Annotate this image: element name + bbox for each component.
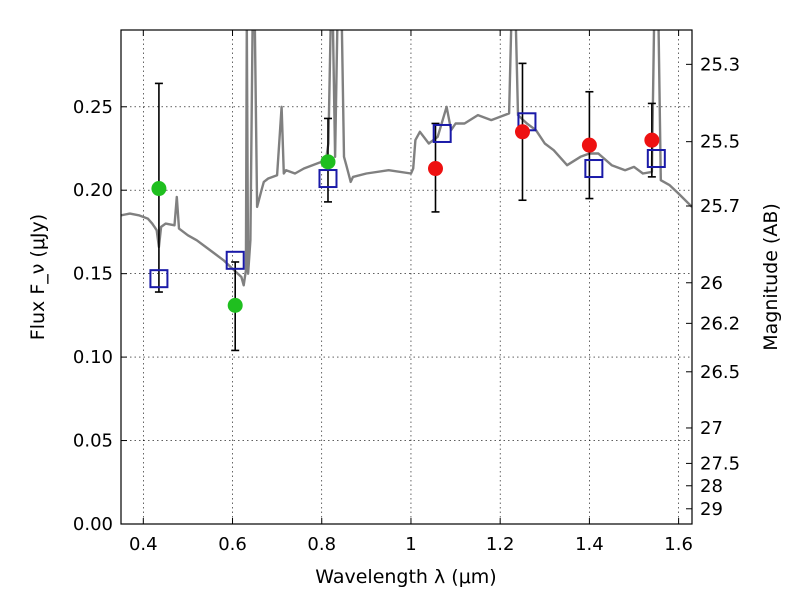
model-photometry-square [584, 159, 604, 179]
spectrum-layer [121, 30, 692, 287]
y2-axis-label: Magnitude (AB) [760, 203, 782, 351]
x-tick-label: 0.4 [129, 534, 158, 555]
observed-optical-point [227, 297, 243, 313]
y-tick-label: 0.10 [73, 347, 113, 368]
model-photometry-square [149, 269, 169, 289]
y-tick-label: 0.00 [73, 514, 113, 535]
x-tick-label: 1 [405, 534, 416, 555]
model-photometry-square [646, 149, 666, 169]
y-tick-label: 0.15 [73, 264, 113, 285]
y-tick-label: 0.20 [73, 180, 113, 201]
observed-nir-point [514, 124, 530, 140]
y2-tick-label: 25.7 [700, 196, 740, 217]
model-photometry-square [432, 123, 452, 143]
y2-tick-label: 26 [700, 273, 723, 294]
observed-nir-point [581, 137, 597, 153]
x-tick-label: 1.4 [575, 534, 604, 555]
y2-tick-label: 25.5 [700, 132, 740, 153]
observed-nir-point [644, 132, 660, 148]
y2-tick-label: 27 [700, 418, 723, 439]
marker-layer [149, 112, 666, 313]
y2-tick-label: 26.2 [700, 313, 740, 334]
x-tick-label: 0.8 [307, 534, 336, 555]
x-tick-label: 1.6 [664, 534, 693, 555]
model-photometry-square [225, 250, 245, 270]
y2-tick-label: 25.3 [700, 54, 740, 75]
x-tick-label: 1.2 [486, 534, 515, 555]
x-axis-label: Wavelength λ (μm) [315, 566, 496, 588]
y-tick-label: 0.25 [73, 97, 113, 118]
tick-layer: 0.4 0.6 0.8 1 1.2 1.4 1.6 0.00 0.05 0.10 0.15 0.20 0… [73, 30, 740, 555]
y2-tick-label: 26.5 [700, 362, 740, 383]
x-tick-label: 0.6 [218, 534, 247, 555]
y-axis-label: Flux F_ν (μJy) [27, 214, 49, 340]
model-photometry-square [318, 169, 338, 189]
y2-tick-label: 28 [700, 476, 723, 497]
y2-tick-label: 27.5 [700, 453, 740, 474]
y-tick-label: 0.05 [73, 431, 113, 452]
y2-tick-label: 29 [700, 499, 723, 520]
observed-nir-point [427, 161, 443, 177]
observed-optical-point [151, 181, 167, 197]
model-spectrum-line [121, 30, 692, 287]
observed-optical-point [320, 154, 336, 170]
plot-frame [120, 29, 693, 525]
